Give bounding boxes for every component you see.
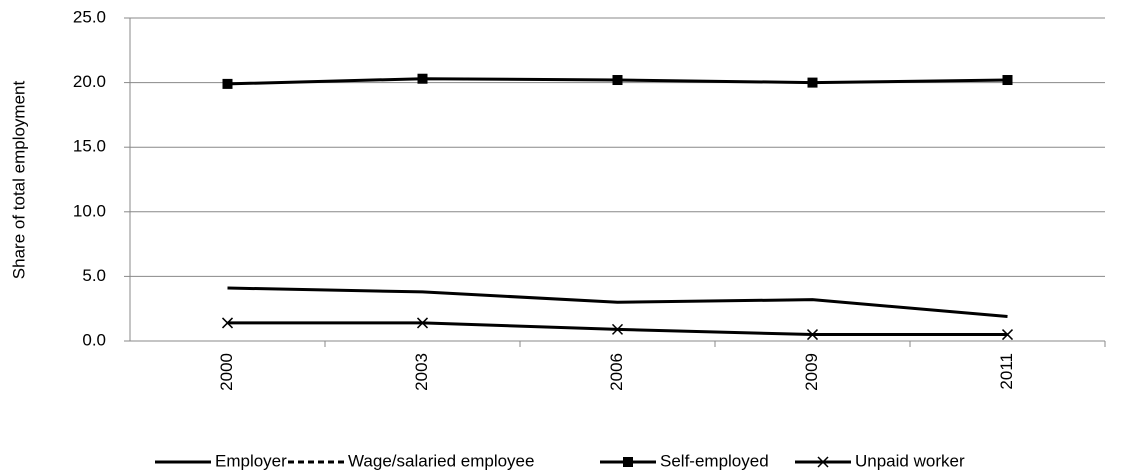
legend-label: Unpaid worker [855,451,965,470]
x-tick-label: 2000 [217,353,236,391]
y-tick-label: 20.0 [73,72,106,91]
x-tick-label: 2011 [997,353,1016,390]
series-line [227,286,1008,318]
legend-label: Employer [215,451,287,470]
y-axis-label: Share of total employment [9,81,28,280]
x-tick-label: 2006 [607,353,626,391]
point-marker [807,77,818,88]
y-tick-label: 25.0 [73,7,106,26]
point-marker [1002,75,1013,86]
x-tick-label: 2009 [802,353,821,391]
legend-label: Wage/salaried employee [348,451,534,470]
y-tick-label: 15.0 [73,137,106,156]
point-marker [417,73,428,84]
point-marker [806,329,819,341]
point-marker [611,323,624,335]
legend-marker [623,457,633,467]
legend-label: Self-employed [660,451,769,470]
point-marker [1001,329,1014,341]
legend-marker [817,456,829,468]
point-marker [612,75,623,86]
y-tick-label: 10.0 [73,201,106,220]
y-tick-label: 0.0 [82,330,106,349]
point-marker [221,317,234,329]
point-marker [222,78,233,89]
x-tick-label: 2003 [412,353,431,391]
point-marker [416,317,429,329]
y-tick-label: 5.0 [82,266,106,285]
